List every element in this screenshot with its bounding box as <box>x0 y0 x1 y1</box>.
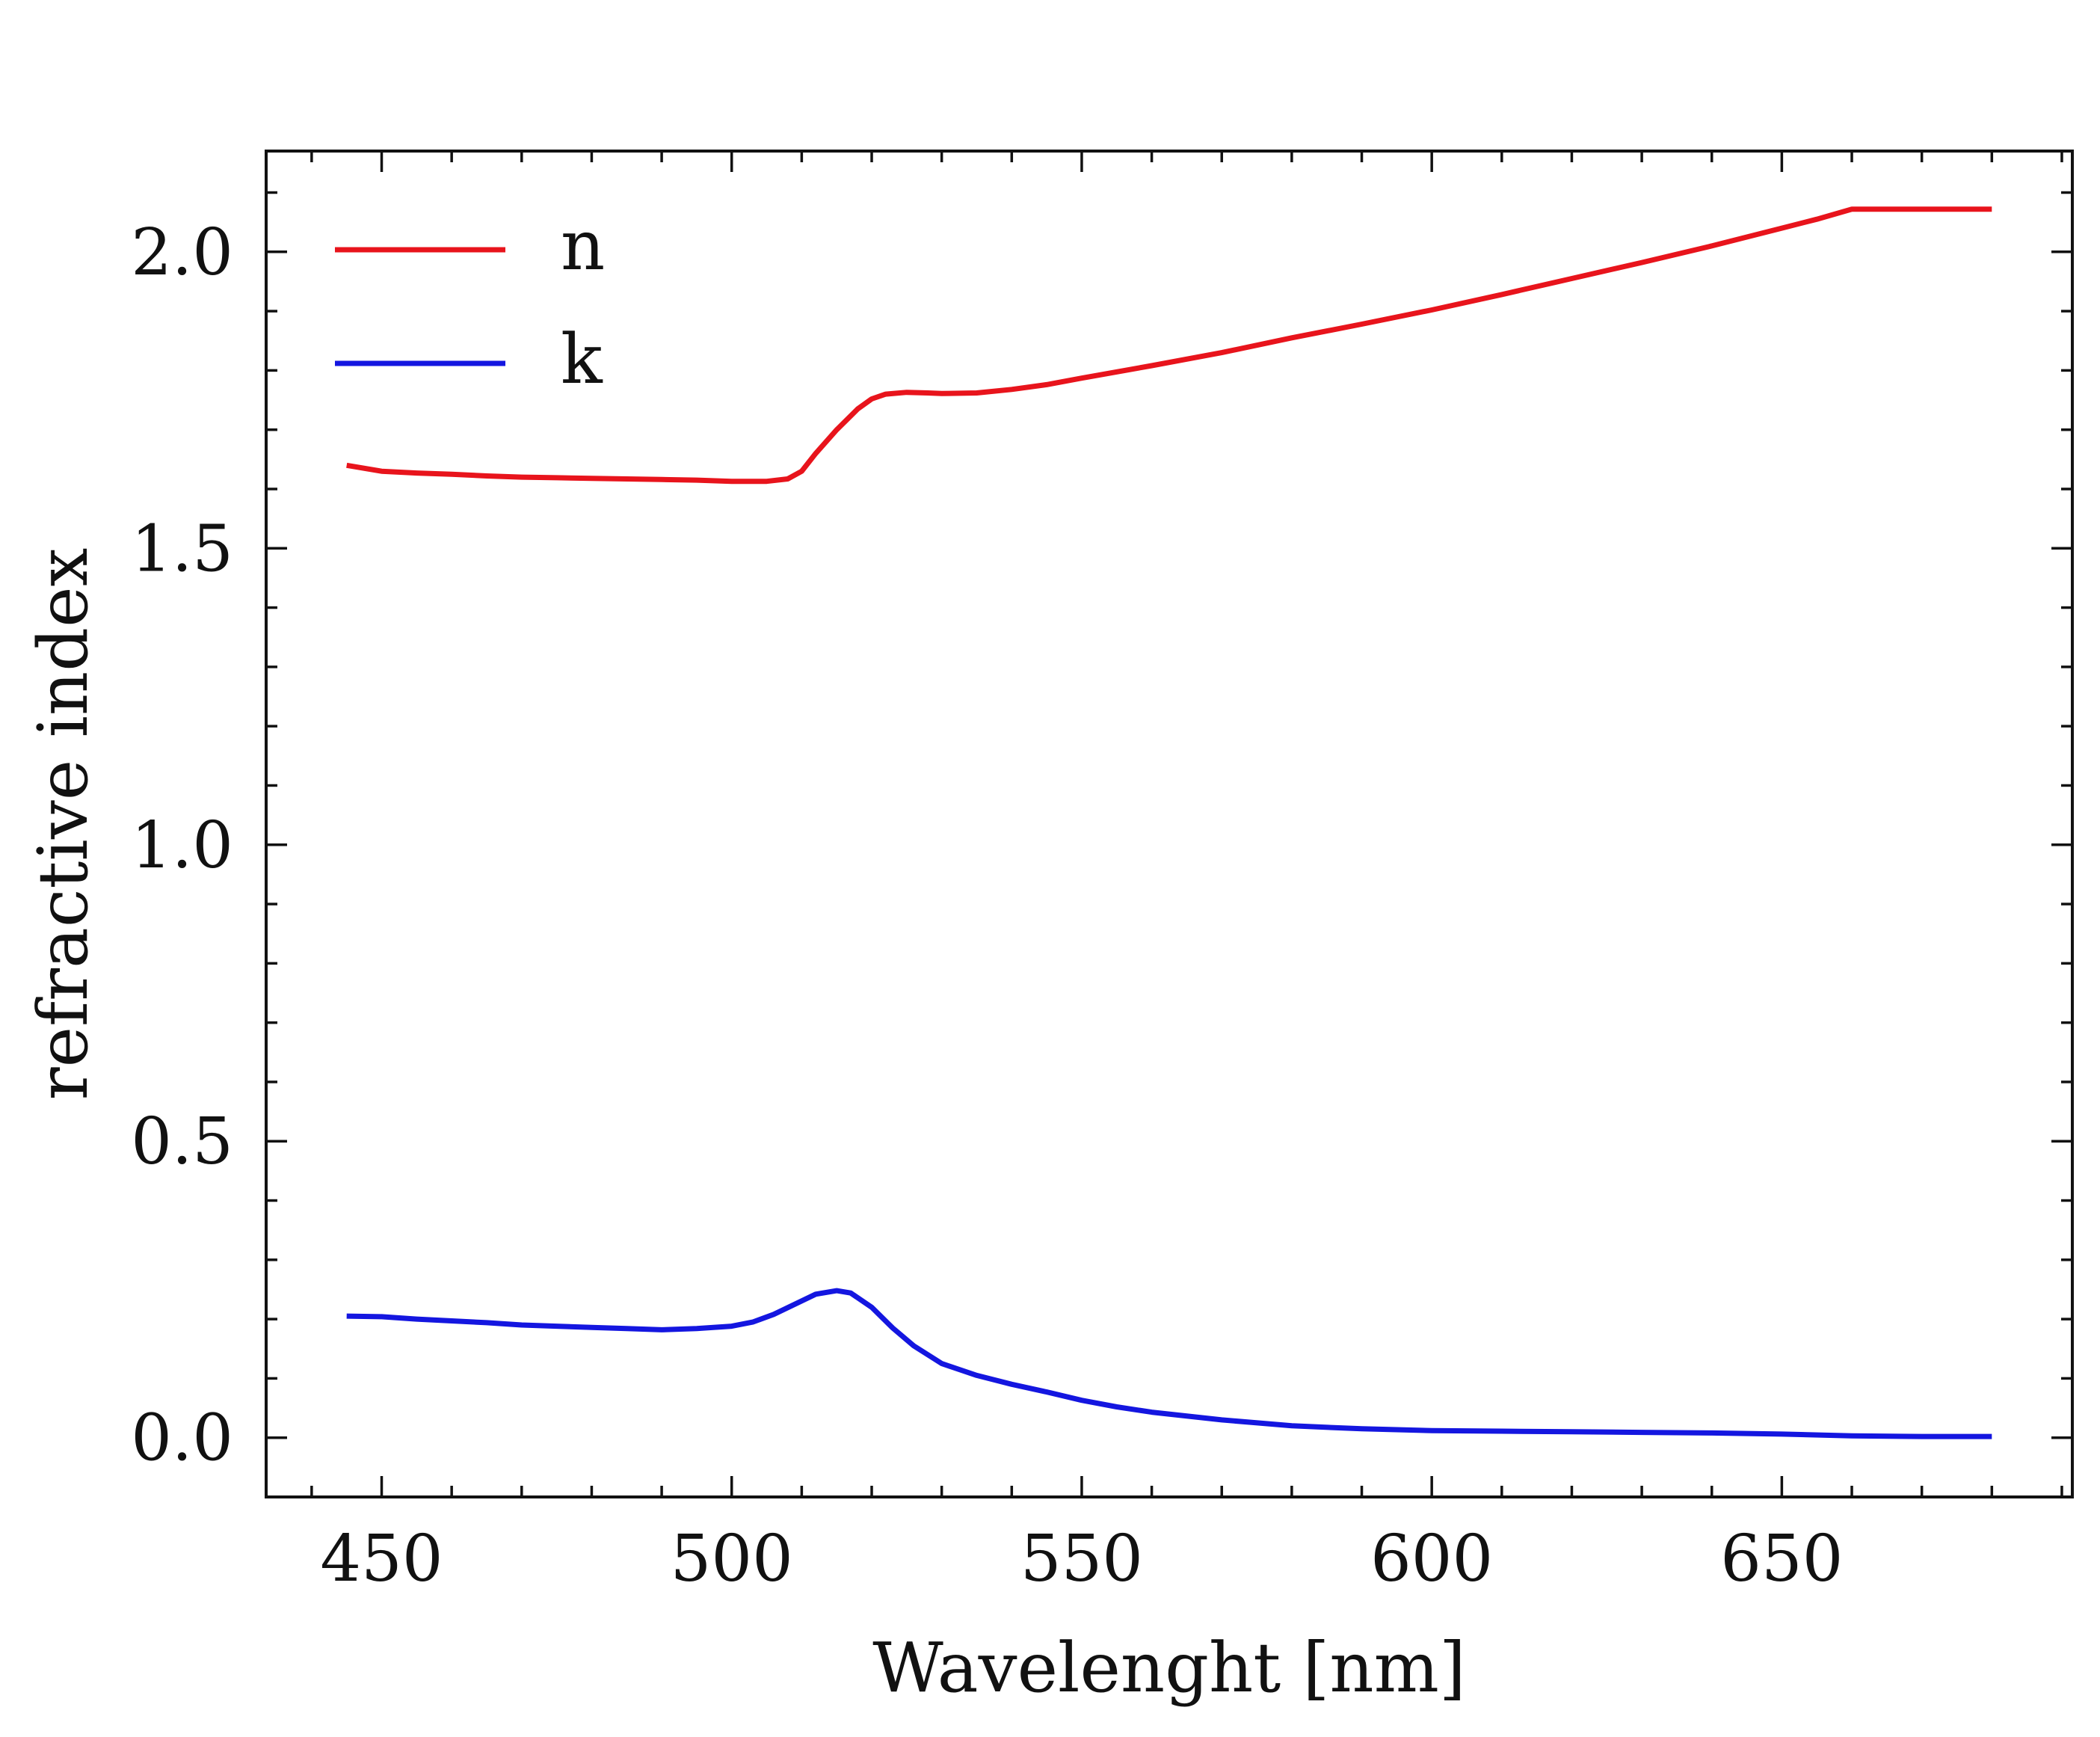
y-tick-label: 0.5 <box>131 1104 233 1179</box>
series-line-k <box>346 1288 1992 1439</box>
labels-layer: 450 500 550 600 650 0.0 0.5 1.0 1.5 2.0 <box>131 215 1843 1596</box>
y-tick-label: 1.5 <box>131 511 233 586</box>
y-axis-label: refractive index <box>23 548 103 1101</box>
x-tick-label: 600 <box>1370 1522 1493 1596</box>
y-tick-label: 1.0 <box>131 808 233 883</box>
series-layer <box>346 206 1992 1439</box>
x-tick-label: 550 <box>1020 1522 1143 1596</box>
x-tick-label: 500 <box>671 1522 793 1596</box>
ticks-layer <box>266 151 2072 1498</box>
x-tick-label: 650 <box>1720 1522 1843 1596</box>
plot-frame <box>265 150 2074 1498</box>
legend-label-k: k <box>561 319 603 399</box>
legend-label-n: n <box>561 206 605 286</box>
series-line-n <box>346 206 1992 485</box>
x-tick-label: 450 <box>320 1522 443 1596</box>
legend-layer: nk <box>335 206 605 399</box>
y-tick-label: 2.0 <box>131 215 233 290</box>
y-tick-label: 0.0 <box>131 1401 233 1476</box>
x-axis-label: Wavelenght [nm] <box>872 1628 1466 1708</box>
